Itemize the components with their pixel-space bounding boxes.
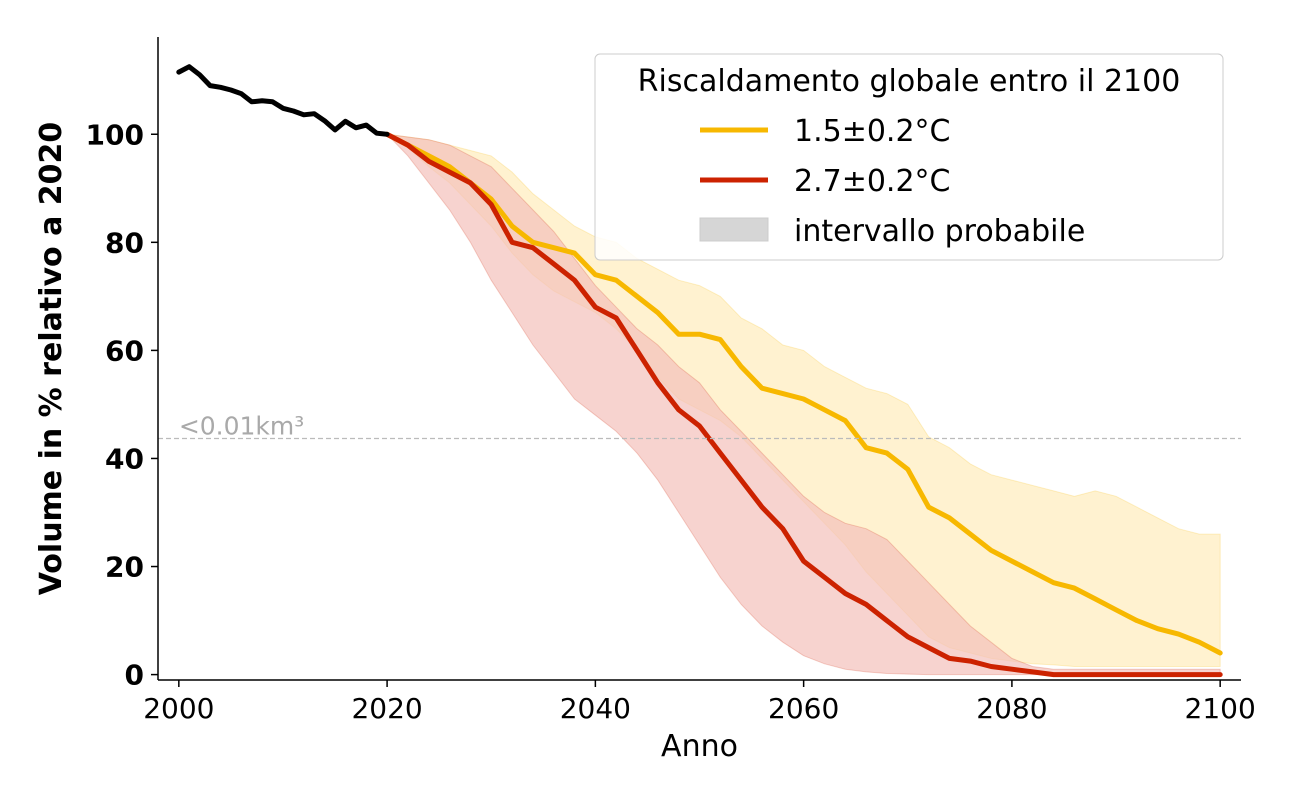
y-axis-label: Volume in % relativo a 2020 <box>34 122 69 596</box>
threshold-annotation: <0.01km³ <box>158 411 1241 440</box>
y-ticks: 0 20 40 60 80 100 <box>86 118 158 692</box>
x-tick-label: 2020 <box>351 692 422 725</box>
x-tick-label: 2100 <box>1185 692 1256 725</box>
historical-line <box>176 64 390 137</box>
series-line-2 <box>384 131 1223 678</box>
x-tick-label: 2000 <box>143 692 214 725</box>
range-band-series-2 <box>385 133 1221 676</box>
axes <box>157 37 1241 681</box>
x-ticks: 2000 2020 2040 2060 2080 2100 <box>143 680 1256 725</box>
x-tick-label: 2080 <box>976 692 1047 725</box>
legend-swatch-range <box>699 217 769 242</box>
x-tick-label: 2060 <box>768 692 839 725</box>
series-line-1 <box>384 131 1223 656</box>
series-lines <box>176 64 1223 678</box>
legend-box <box>594 53 1224 261</box>
x-tick-label: 2040 <box>560 692 631 725</box>
x-axis-label: Anno <box>661 729 738 764</box>
legend: Riscaldamento globale entro il 2100 1.5±… <box>594 53 1224 261</box>
y-tick-label: 20 <box>105 551 144 584</box>
legend-label-series-1: 1.5±0.2°C <box>794 114 951 149</box>
y-tick-label: 80 <box>105 226 144 259</box>
threshold-label: <0.01km³ <box>179 411 304 440</box>
legend-title: Riscaldamento globale entro il 2100 <box>638 64 1181 99</box>
y-tick-label: 40 <box>105 442 144 475</box>
legend-label-range: intervallo probabile <box>794 214 1085 249</box>
y-tick-label: 60 <box>105 334 144 367</box>
legend-label-series-2: 2.7±0.2°C <box>794 164 951 199</box>
y-tick-label: 100 <box>86 118 144 151</box>
y-tick-label: 0 <box>125 659 144 692</box>
